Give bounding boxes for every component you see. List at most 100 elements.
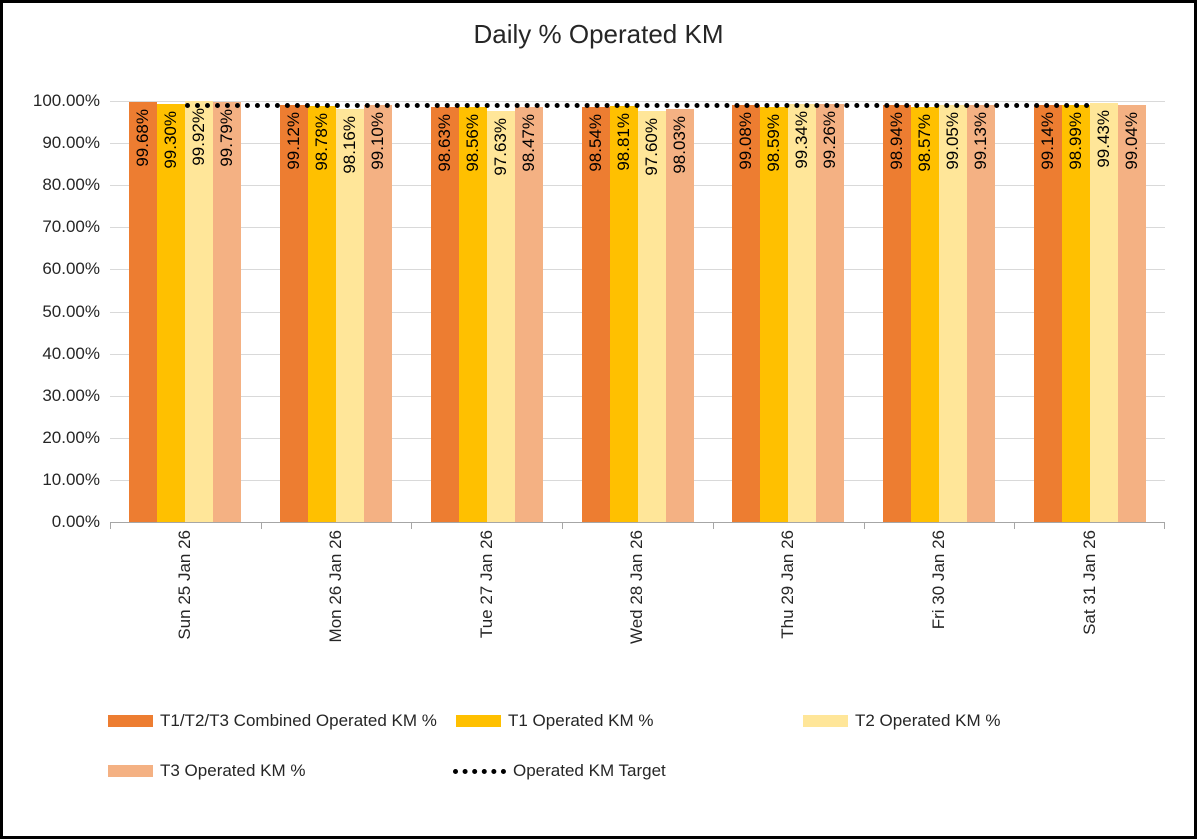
bar-value-label: 99.05% — [942, 112, 962, 170]
x-axis-category-cell: Sat 31 Jan 26 — [1014, 530, 1165, 635]
bar-t1: 98.81% — [609, 106, 638, 522]
x-axis-line — [110, 522, 1165, 523]
bar-t2: 97.63% — [486, 110, 515, 522]
bar-value-label: 98.03% — [669, 116, 689, 174]
bar-t2: 98.16% — [336, 108, 365, 522]
bar-t2: 99.43% — [1089, 103, 1118, 522]
x-axis-category-cell: Sun 25 Jan 26 — [110, 530, 261, 640]
gridline — [110, 101, 1165, 102]
bar-value-label-wrap: 98.57% — [911, 114, 939, 172]
bar-value-label: 99.13% — [970, 111, 990, 170]
legend-item-t3: T3 Operated KM % — [108, 761, 306, 781]
bar-combined: 98.63% — [430, 106, 459, 522]
bar-value-label-wrap: 98.78% — [308, 113, 336, 171]
bar-value-label: 98.16% — [340, 115, 360, 174]
x-axis-tick — [260, 522, 262, 529]
legend-label-t1: T1 Operated KM % — [508, 711, 654, 730]
y-axis-tick-label: 40.00% — [42, 343, 100, 363]
x-axis-tick — [863, 522, 865, 529]
bar-combined: 99.14% — [1033, 104, 1062, 522]
legend-swatch-combined-icon — [108, 715, 153, 727]
bar-t2: 99.34% — [788, 103, 817, 522]
bar-value-label-wrap: 98.16% — [336, 116, 364, 174]
bar-value-label-wrap: 99.43% — [1090, 110, 1118, 168]
bar-value-label-wrap: 99.04% — [1118, 112, 1146, 170]
bar-t1: 98.57% — [910, 107, 939, 522]
x-axis-category-label: Sun 25 Jan 26 — [175, 530, 195, 640]
y-axis-tick-label: 60.00% — [42, 259, 100, 279]
bar-value-label: 99.26% — [820, 111, 840, 169]
chart-title: Daily % Operated KM — [473, 19, 724, 49]
bar-value-label-wrap: 99.26% — [816, 111, 844, 169]
bar-value-label: 99.08% — [736, 111, 756, 170]
y-axis-tick-label: 80.00% — [42, 175, 100, 195]
bar-value-label: 98.94% — [886, 112, 906, 171]
bar-group: 98.63% 98.56% 97.63% 98.47% — [411, 101, 562, 522]
bar-t1: 98.59% — [760, 106, 789, 522]
bar-group: 98.94% 98.57% 99.05% 99.13% — [864, 101, 1015, 522]
x-axis-category-label: Mon 26 Jan 26 — [326, 530, 346, 643]
bar-value-label-wrap: 98.47% — [515, 114, 543, 172]
legend-label-target: Operated KM Target — [513, 761, 666, 780]
legend-item-t2: T2 Operated KM % — [803, 711, 1001, 731]
bar-value-label: 98.47% — [518, 114, 538, 173]
bar-value-label-wrap: 97.60% — [638, 118, 666, 176]
bar-group: 99.68% 99.30% 99.92% 99.79% — [110, 101, 261, 522]
dotted-line-marker-icon — [453, 768, 506, 774]
legend-item-t1: T1 Operated KM % — [456, 711, 654, 731]
y-axis-tick-label: 20.00% — [42, 427, 100, 447]
bar-value-label: 98.81% — [613, 113, 633, 171]
bar-value-label-wrap: 98.59% — [760, 114, 788, 172]
bar-value-label-wrap: 98.94% — [883, 112, 911, 170]
legend-swatch-t3-icon — [108, 765, 153, 777]
bar-value-label: 98.78% — [312, 113, 332, 171]
x-axis-tick — [1164, 522, 1165, 529]
x-axis-category-label: Fri 30 Jan 26 — [928, 530, 948, 630]
bar-value-label: 99.10% — [368, 111, 388, 170]
bar-value-label: 97.60% — [641, 118, 661, 176]
bar-value-label-wrap: 98.56% — [459, 114, 487, 172]
x-axis-category-cell: Mon 26 Jan 26 — [261, 530, 412, 642]
bar-value-label-wrap: 99.10% — [364, 112, 392, 170]
legend-swatch-t1-icon — [456, 715, 501, 727]
bar-value-label-wrap: 98.81% — [610, 113, 638, 171]
legend-label-t2: T2 Operated KM % — [855, 711, 1001, 730]
x-axis-tick — [411, 522, 413, 529]
legend-item-target: Operated KM Target — [453, 761, 666, 781]
bar-t3: 99.04% — [1117, 105, 1146, 522]
bar-value-label-wrap: 99.68% — [129, 109, 157, 167]
bar-value-label: 98.56% — [462, 114, 482, 172]
bar-t3: 99.79% — [213, 101, 242, 522]
chart-canvas: Daily % Operated KM 99.68% 99.30% 99.92% 99… — [3, 3, 1194, 836]
legend-item-combined: T1/T2/T3 Combined Operated KM % — [108, 711, 437, 731]
legend-swatch-t2-icon — [803, 715, 848, 727]
target-line — [185, 102, 1090, 108]
bar-value-label: 99.12% — [284, 111, 304, 170]
bar-t1: 98.78% — [308, 106, 337, 522]
bar-t3: 99.13% — [966, 104, 995, 522]
bar-value-label: 98.54% — [585, 114, 605, 172]
bar-group: 99.12% 98.78% 98.16% 99.10% — [261, 101, 412, 522]
bar-group: 99.08% 98.59% 99.34% 99.26% — [713, 101, 864, 522]
bar-series-layer: 99.68% 99.30% 99.92% 99.79% 99.12% 98.78% 98.1… — [110, 101, 1165, 522]
y-axis-tick-label: 30.00% — [42, 385, 100, 405]
bar-value-label: 98.99% — [1065, 112, 1085, 170]
bar-value-label-wrap: 98.99% — [1062, 112, 1090, 170]
bar-combined: 98.54% — [581, 107, 610, 522]
bar-t3: 98.03% — [665, 109, 694, 522]
y-axis-tick-label: 90.00% — [42, 133, 100, 153]
y-axis-tick-label: 50.00% — [42, 301, 100, 321]
bar-value-label-wrap: 98.63% — [431, 114, 459, 172]
plot-area: 99.68% 99.30% 99.92% 99.79% 99.12% 98.78% 98.1… — [110, 101, 1165, 529]
bar-value-label: 99.14% — [1037, 111, 1057, 170]
bar-combined: 99.08% — [732, 104, 761, 522]
bar-combined: 98.94% — [882, 105, 911, 522]
bar-group: 98.54% 98.81% 97.60% 98.03% — [562, 101, 713, 522]
bar-t3: 99.26% — [816, 104, 845, 522]
bar-value-label: 99.79% — [217, 108, 237, 167]
x-axis-category-label: Thu 29 Jan 26 — [778, 530, 798, 639]
bar-value-label: 98.57% — [914, 114, 934, 172]
y-axis-tick-label: 70.00% — [42, 217, 100, 237]
bar-t1: 98.99% — [1061, 105, 1090, 522]
